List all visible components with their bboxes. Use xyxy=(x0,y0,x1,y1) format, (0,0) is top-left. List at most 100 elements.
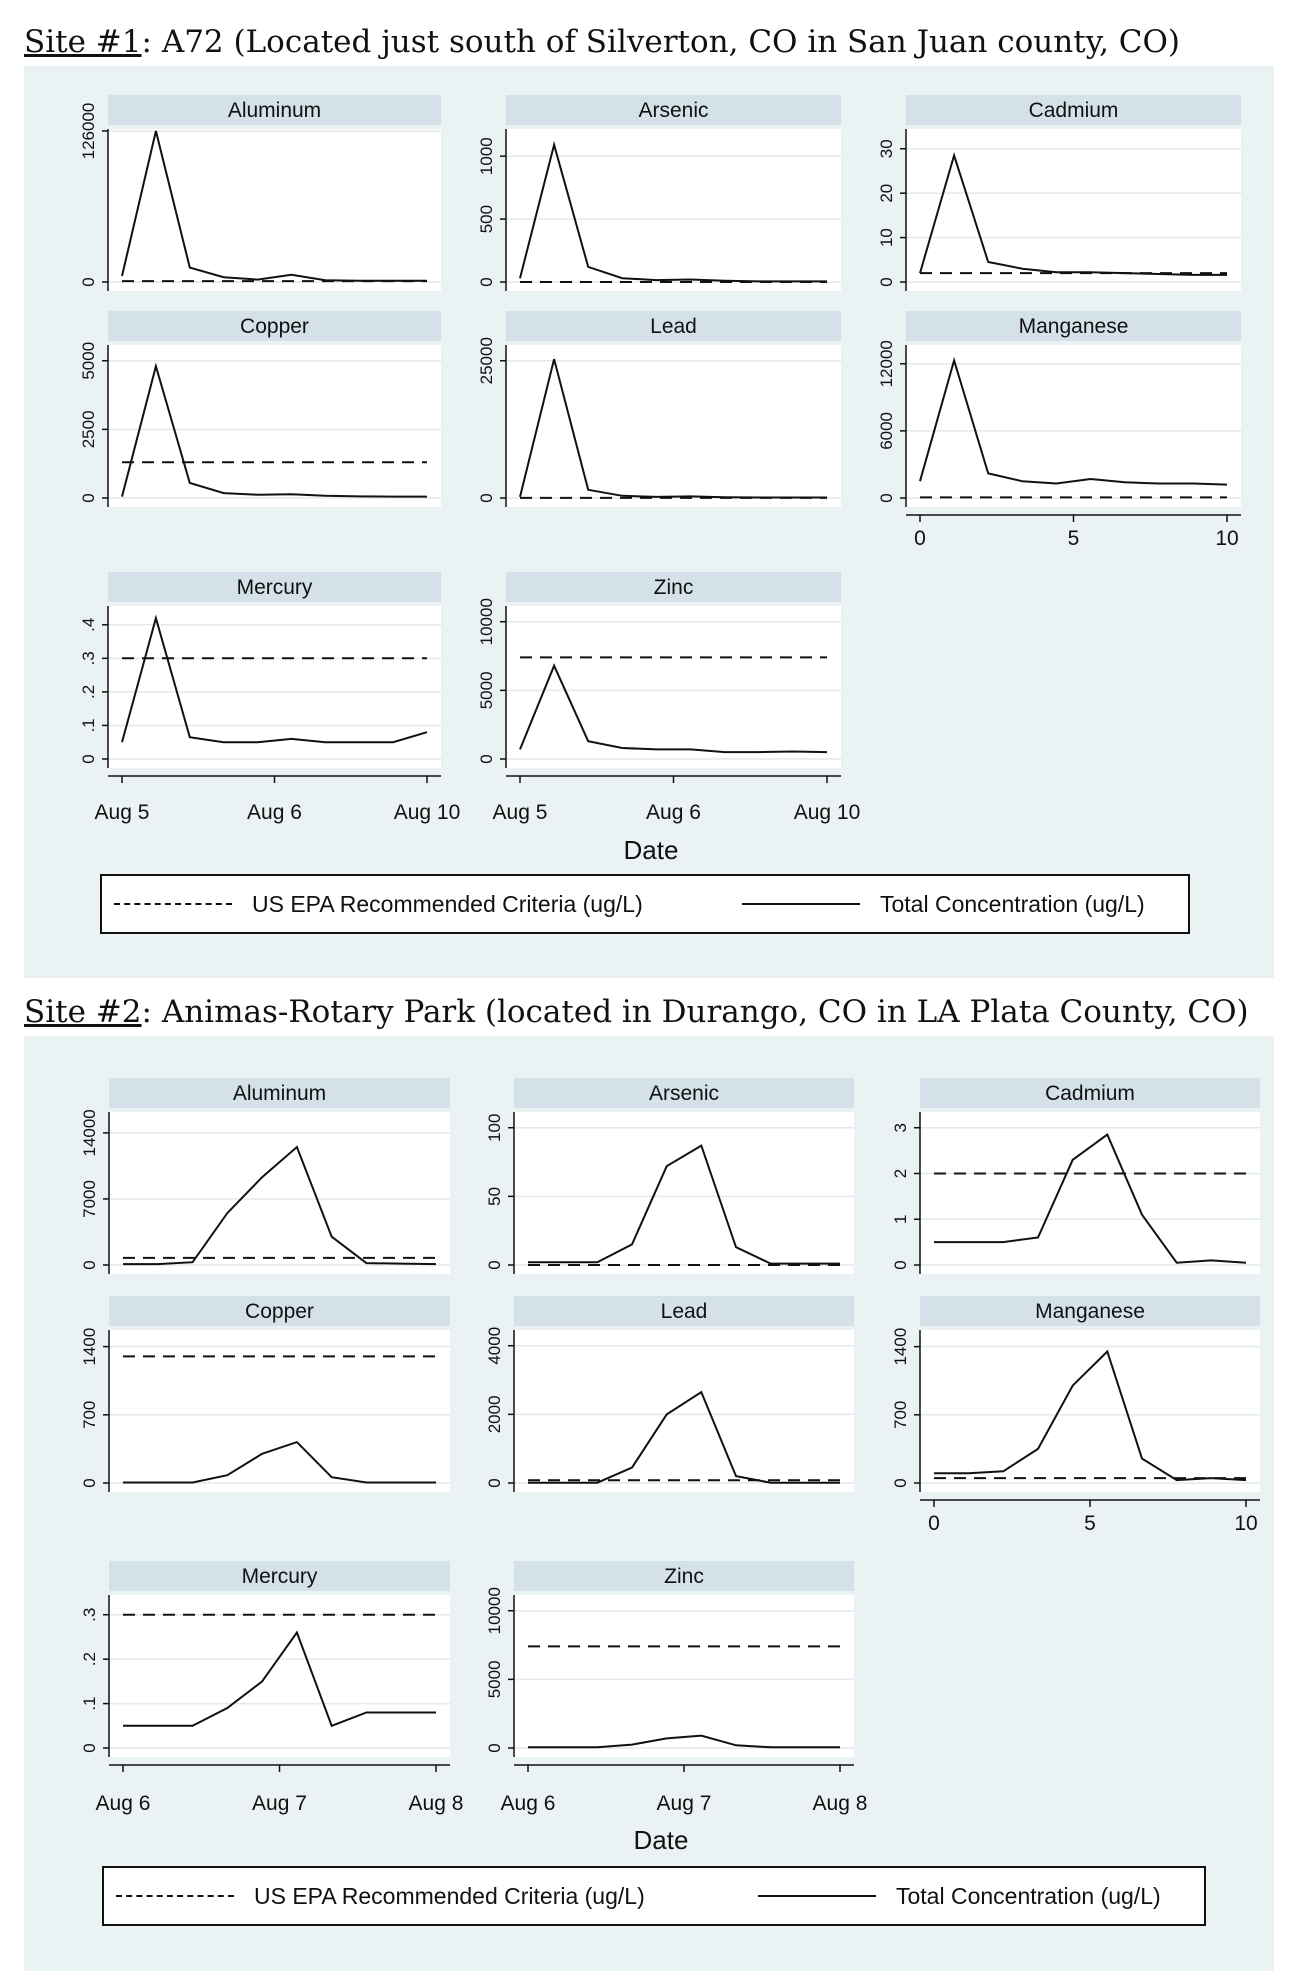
plot-area xyxy=(514,1112,854,1274)
panel-title: Aluminum xyxy=(228,99,321,122)
total-concentration-line xyxy=(121,130,427,282)
y-tick-label: 2 xyxy=(891,1169,910,1178)
legend-total-item: Total Concentration (ug/L) xyxy=(742,876,1145,932)
y-tick-label: 20 xyxy=(877,184,896,203)
site-1-chart-panel: Aluminum 0 126000 Arsenic 0 500 1000 Cadmium 0 10… xyxy=(24,66,1274,978)
site-2-title-text: : Animas-Rotary Park (located in Durango… xyxy=(141,994,1249,1030)
legend-total-item: Total Concentration (ug/L) xyxy=(758,1868,1161,1924)
site-2-legend: US EPA Recommended Criteria (ug/L) Total… xyxy=(102,1866,1206,1926)
chart-zinc: Zinc 0 5000 10000 Aug 5 Aug 6 Aug 10 xyxy=(477,572,860,824)
x-tick-label: Aug 7 xyxy=(252,1792,307,1815)
plot-area xyxy=(109,1330,450,1492)
y-tick-label: 2500 xyxy=(79,410,98,448)
y-tick-label: 0 xyxy=(891,1260,910,1269)
legend-dashed-line xyxy=(116,1895,234,1897)
y-tick-label: 3 xyxy=(891,1123,910,1132)
y-tick-label: 0 xyxy=(477,754,496,763)
y-tick-label: 0 xyxy=(485,1743,504,1752)
chart-aluminum: Aluminum 0 126000 xyxy=(79,95,441,291)
y-tick-label: 30 xyxy=(877,139,896,158)
y-tick-label: 0 xyxy=(79,754,98,763)
x-tick-label: Aug 6 xyxy=(247,801,302,824)
total-concentration-line xyxy=(528,1144,840,1265)
y-tick-label: 0 xyxy=(477,277,496,286)
panel-header xyxy=(109,1296,450,1326)
panel-title: Mercury xyxy=(237,576,313,599)
plot-area xyxy=(109,1595,450,1757)
x-tick-label: Aug 6 xyxy=(96,1792,151,1815)
y-tick-label: 10000 xyxy=(485,1587,504,1634)
x-tick-label: Aug 8 xyxy=(409,1792,464,1815)
panel-title: Manganese xyxy=(1019,315,1129,338)
y-tick-label: 14000 xyxy=(80,1109,99,1156)
x-tick-label: Aug 10 xyxy=(794,801,861,824)
total-concentration-line xyxy=(934,1349,1247,1482)
y-tick-label: .2 xyxy=(79,685,98,699)
panel-header xyxy=(906,311,1241,341)
chart-copper: Copper 0 700 1400 xyxy=(80,1296,450,1492)
chart-lead: Lead 0 2000 4000 xyxy=(485,1296,854,1492)
panel-title: Zinc xyxy=(654,576,694,599)
site-2-chart-panel: Aluminum 0 7000 14000 Arsenic 0 50 100 Cadmium 0 1… xyxy=(24,1036,1274,1971)
panel-header xyxy=(506,95,841,125)
plot-area xyxy=(514,1330,854,1492)
y-tick-label: 0 xyxy=(877,277,896,286)
plot-area xyxy=(906,129,1241,291)
y-tick-label: 0 xyxy=(79,277,98,286)
y-tick-label: 0 xyxy=(80,1260,99,1269)
chart-arsenic: Arsenic 0 500 1000 xyxy=(477,95,841,291)
total-concentration-line xyxy=(519,140,827,283)
y-tick-label: 126000 xyxy=(79,103,98,160)
panel-header xyxy=(920,1078,1260,1108)
chart-arsenic: Arsenic 0 50 100 xyxy=(485,1078,854,1274)
y-tick-label: 5000 xyxy=(485,1660,504,1698)
panel-header xyxy=(514,1296,854,1326)
total-concentration-line xyxy=(121,362,427,498)
panel-header xyxy=(109,1561,450,1591)
panel-header xyxy=(108,95,441,125)
y-tick-label: 10 xyxy=(877,228,896,247)
total-concentration-line xyxy=(528,1734,840,1749)
panel-title: Mercury xyxy=(242,1565,318,1588)
y-tick-label: .4 xyxy=(79,618,98,632)
legend-total-label: Total Concentration (ug/L) xyxy=(880,890,1145,917)
total-concentration-line xyxy=(919,356,1228,486)
legend-epa-item: US EPA Recommended Criteria (ug/L) xyxy=(116,1868,645,1924)
panel-title: Manganese xyxy=(1035,1300,1145,1323)
y-tick-label: 0 xyxy=(80,1743,99,1752)
plot-area xyxy=(108,606,441,768)
plot-area xyxy=(906,345,1241,507)
y-tick-label: 1400 xyxy=(80,1328,99,1366)
panel-header xyxy=(108,572,441,602)
y-tick-label: 0 xyxy=(80,1478,99,1487)
panel-header xyxy=(506,572,841,602)
x-tick-label: Aug 10 xyxy=(394,801,461,824)
site-1-title: Site #1: A72 (Located just south of Silv… xyxy=(24,24,1180,60)
plot-area xyxy=(506,345,841,507)
plot-area xyxy=(506,606,841,768)
panel-header xyxy=(109,1078,450,1108)
x-tick-label: Aug 5 xyxy=(493,801,548,824)
chart-manganese: Manganese 0 700 1400 0 5 10 xyxy=(891,1296,1260,1535)
x-tick-label: Aug 6 xyxy=(501,1792,556,1815)
y-tick-label: 1400 xyxy=(891,1328,910,1366)
site-2-label: Site #2 xyxy=(24,994,142,1030)
x-tick-label: 10 xyxy=(1234,1512,1257,1535)
x-tick-label: 5 xyxy=(1068,527,1080,550)
legend-total-label: Total Concentration (ug/L) xyxy=(896,1882,1161,1909)
y-tick-label: 4000 xyxy=(485,1327,504,1365)
y-tick-label: .1 xyxy=(79,718,98,732)
panel-title: Copper xyxy=(240,315,309,338)
site-1-label: Site #1 xyxy=(24,24,142,60)
x-tick-label: Aug 7 xyxy=(657,1792,712,1815)
chart-mercury: Mercury 0 .1 .2 .3 .4 Aug 5 Aug 6 Aug 10 xyxy=(79,572,460,824)
legend-solid-line xyxy=(742,903,860,905)
x-tick-label: Aug 8 xyxy=(813,1792,868,1815)
plot-area xyxy=(920,1330,1260,1492)
y-tick-label: 0 xyxy=(891,1478,910,1487)
x-axis-title: Date xyxy=(624,835,679,865)
total-concentration-line xyxy=(123,1145,437,1266)
plot-area xyxy=(920,1112,1260,1274)
chart-zinc: Zinc 0 5000 10000 Aug 6 Aug 7 Aug 8 xyxy=(485,1561,867,1815)
y-tick-label: 0 xyxy=(477,493,496,502)
